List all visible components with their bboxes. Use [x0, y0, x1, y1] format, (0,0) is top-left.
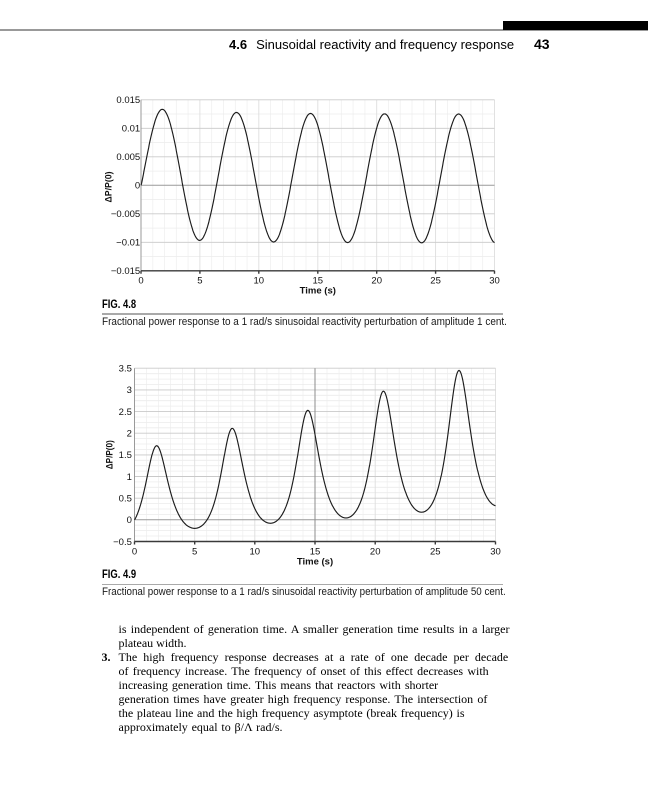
svg-text:20: 20: [371, 275, 382, 286]
svg-text:0.5: 0.5: [119, 494, 132, 505]
svg-text:30: 30: [490, 546, 501, 557]
svg-text:30: 30: [489, 275, 500, 286]
svg-text:0: 0: [135, 181, 140, 192]
svg-text:ΔP/P(0): ΔP/P(0): [104, 440, 114, 469]
svg-text:5: 5: [192, 546, 197, 557]
svg-text:0: 0: [132, 546, 137, 557]
svg-text:15: 15: [313, 275, 324, 286]
svg-text:0.01: 0.01: [122, 124, 141, 135]
svg-text:1.5: 1.5: [119, 450, 132, 461]
svg-text:−0.01: −0.01: [116, 238, 140, 249]
svg-text:10: 10: [250, 546, 261, 557]
svg-text:2: 2: [127, 429, 132, 440]
svg-text:0: 0: [127, 515, 132, 526]
svg-text:3: 3: [127, 385, 132, 396]
svg-text:5: 5: [197, 275, 202, 286]
svg-text:−0.015: −0.015: [111, 266, 140, 277]
svg-text:0.015: 0.015: [116, 95, 140, 106]
svg-text:ΔP/P(0): ΔP/P(0): [104, 172, 114, 203]
svg-text:25: 25: [430, 275, 441, 286]
svg-text:2.5: 2.5: [119, 407, 132, 418]
svg-text:15: 15: [310, 546, 321, 557]
svg-text:0: 0: [138, 275, 143, 286]
svg-text:Time (s): Time (s): [297, 557, 333, 568]
svg-text:1: 1: [127, 472, 132, 483]
svg-text:−0.5: −0.5: [113, 537, 132, 548]
svg-text:−0.005: −0.005: [111, 209, 140, 220]
svg-text:10: 10: [254, 275, 265, 286]
svg-text:Time (s): Time (s): [300, 286, 336, 297]
svg-text:20: 20: [370, 546, 381, 557]
svg-text:3.5: 3.5: [119, 364, 132, 375]
svg-text:0.005: 0.005: [116, 152, 140, 163]
svg-text:25: 25: [430, 546, 441, 557]
